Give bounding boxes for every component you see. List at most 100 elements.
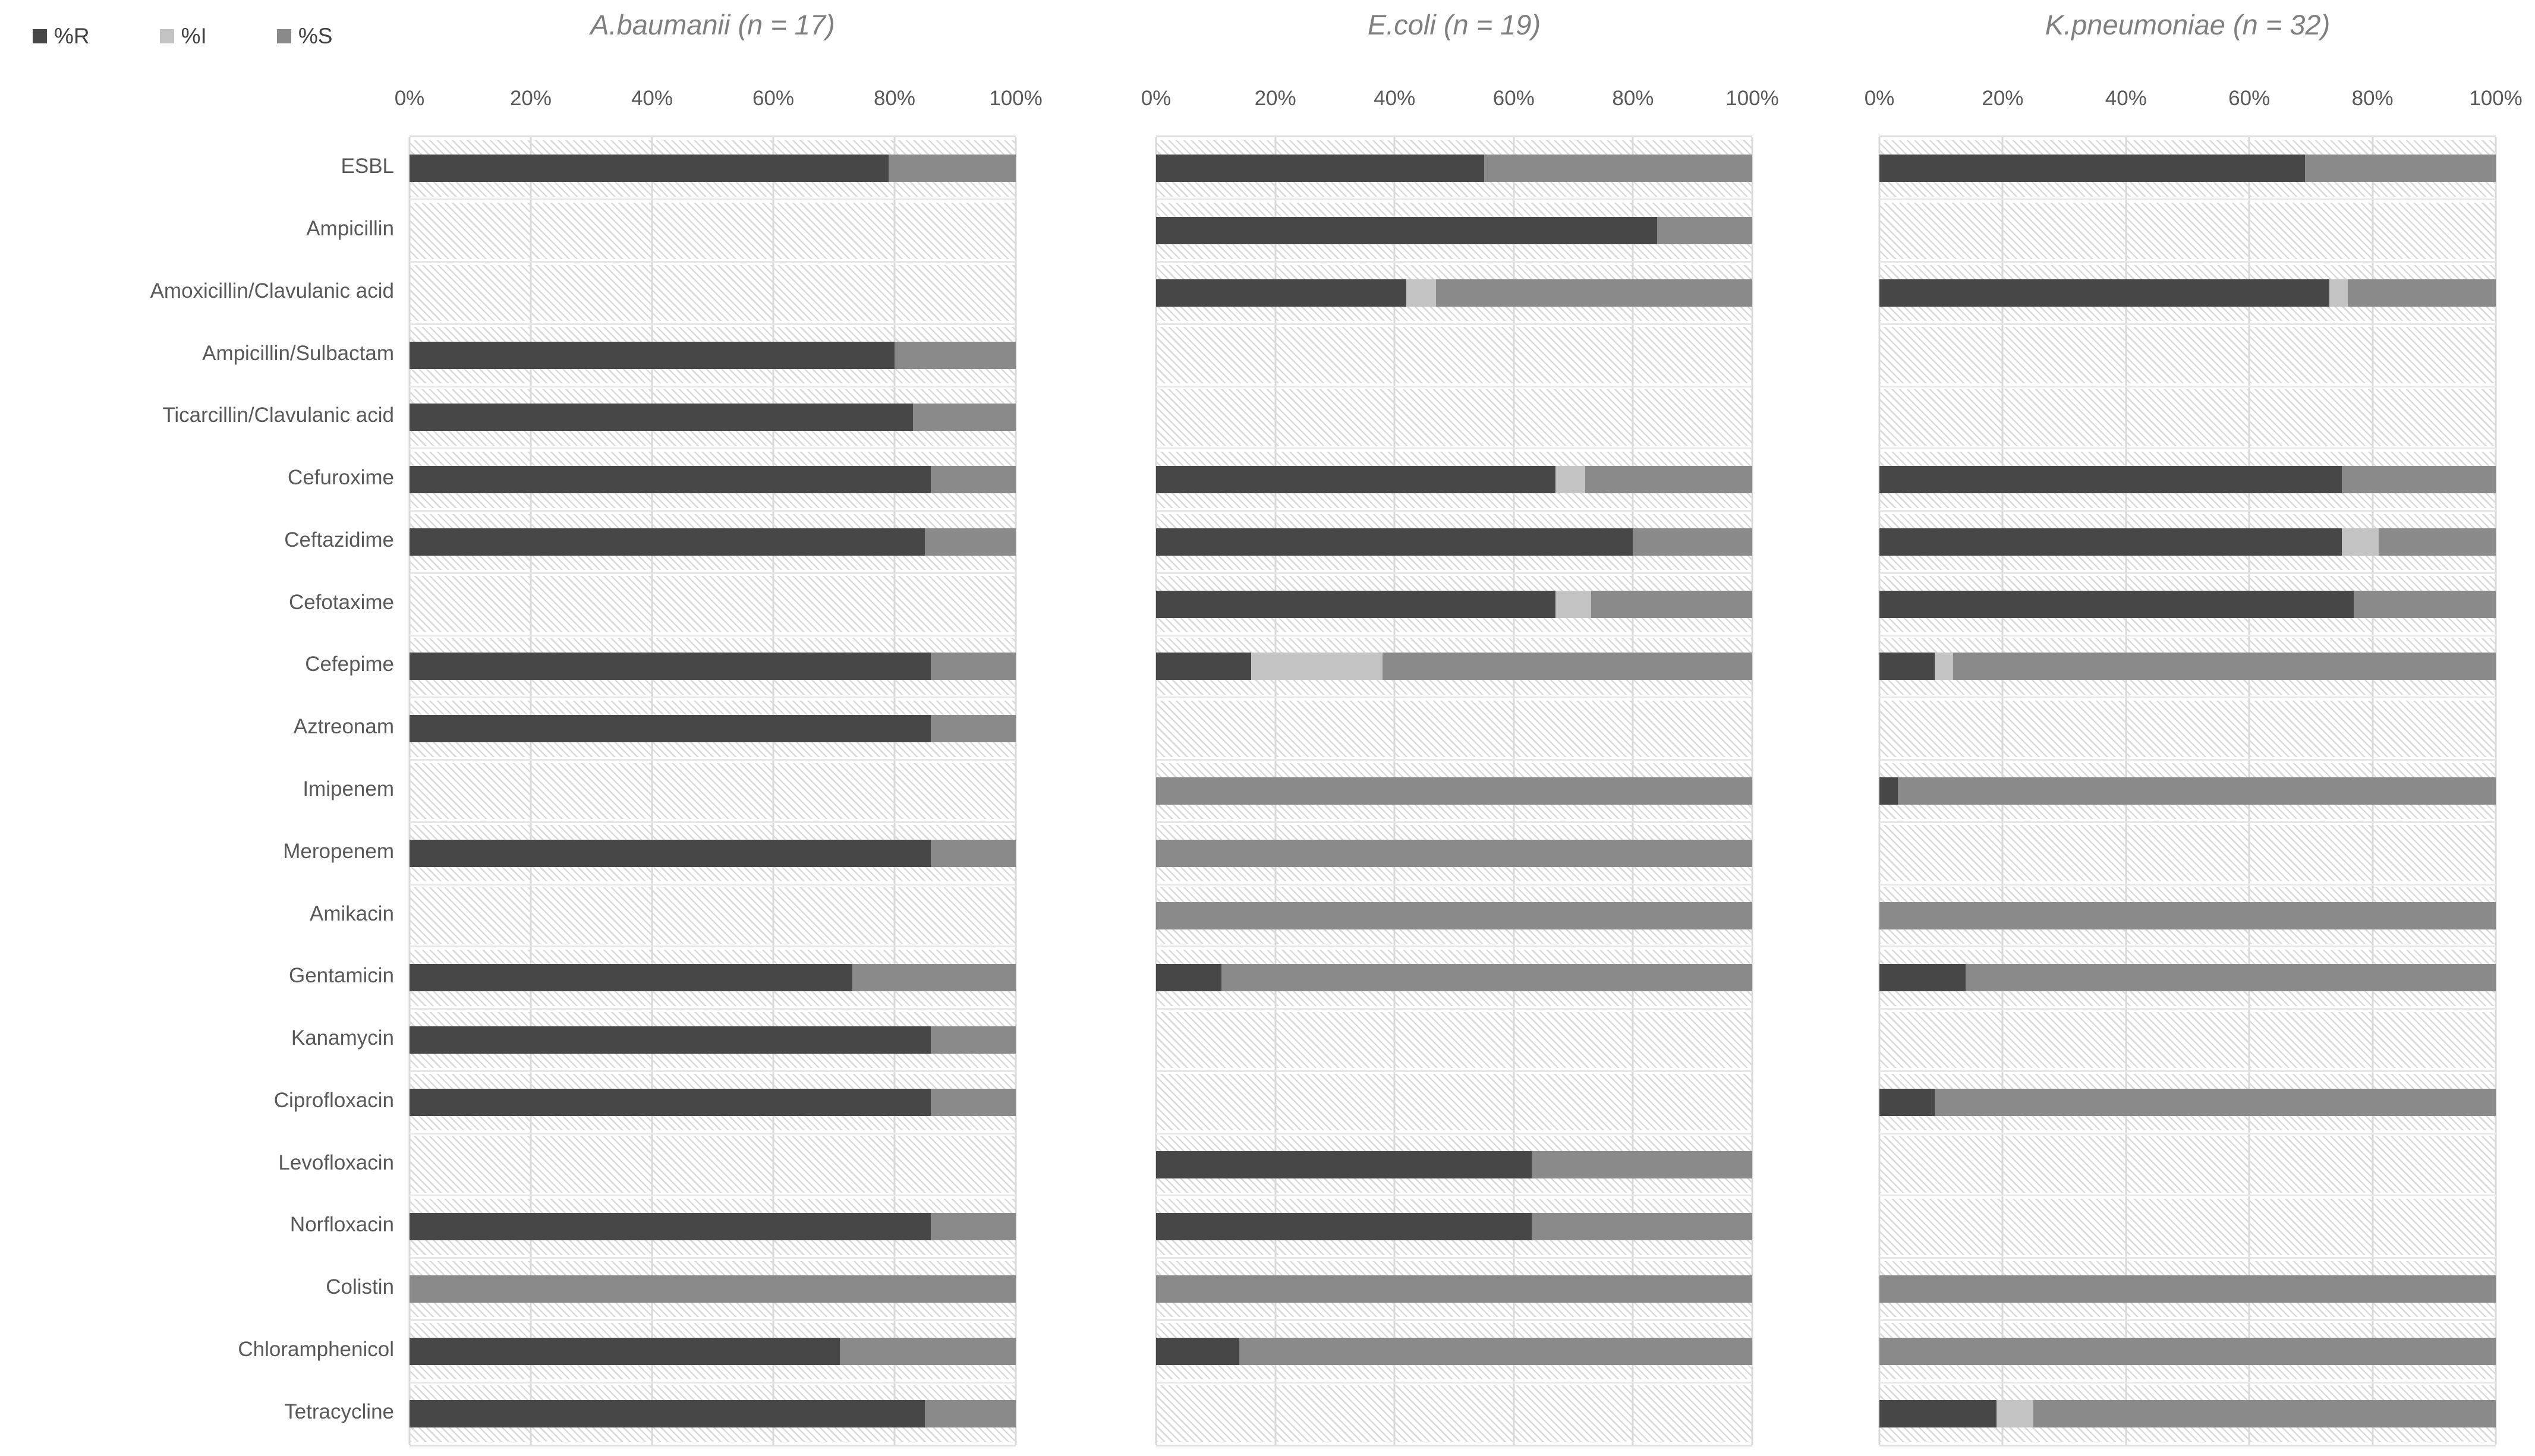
- bar-row: [1156, 198, 1752, 262]
- row-divider: [410, 1070, 1016, 1072]
- bar-segment-s: [1879, 1275, 2496, 1303]
- bar-segment-i: [2329, 279, 2348, 307]
- bar-row: [1879, 510, 2496, 573]
- bar-row: [1879, 1008, 2496, 1071]
- stacked-bar: [1879, 279, 2496, 307]
- stacked-bar: [410, 839, 1016, 867]
- stacked-bar: [1156, 653, 1752, 680]
- stacked-bar: [410, 1026, 1016, 1054]
- category-label: Norfloxacin: [289, 1213, 394, 1237]
- bar-row: [1156, 821, 1752, 884]
- bar-segment-s: [2378, 528, 2496, 556]
- bar-row: [410, 323, 1016, 386]
- bar-segment-i: [1996, 1400, 2034, 1427]
- stacked-bar: [1156, 590, 1752, 618]
- row-divider: [1156, 510, 1752, 512]
- category-label: Kanamycin: [291, 1026, 394, 1050]
- bar-row: [410, 1070, 1016, 1133]
- stacked-bar: [1156, 279, 1752, 307]
- row-divider: [410, 572, 1016, 574]
- stacked-bar: [1879, 1400, 2496, 1427]
- bar-segment-r: [1879, 777, 1898, 805]
- stacked-bar: [410, 1088, 1016, 1116]
- stacked-bar: [1156, 528, 1752, 556]
- bar-segment-r: [1879, 1400, 1997, 1427]
- bar-segment-r: [410, 653, 931, 680]
- row-divider: [1879, 323, 2496, 325]
- bar-row: [1879, 137, 2496, 200]
- no-data-hatch: [1156, 1011, 1752, 1069]
- bar-segment-r: [1879, 466, 2342, 494]
- stacked-bar: [410, 1213, 1016, 1241]
- bar-row: [410, 1008, 1016, 1071]
- no-data-hatch: [1879, 1011, 2496, 1069]
- x-tick-label: 20%: [1982, 87, 2024, 110]
- stacked-bar: [1879, 653, 2496, 680]
- bar-row: [410, 1257, 1016, 1321]
- bar-segment-r: [1156, 590, 1555, 618]
- no-data-hatch: [410, 1136, 1016, 1193]
- bar-row: [410, 1132, 1016, 1196]
- bar-segment-s: [2348, 279, 2496, 307]
- category-label: Tetracycline: [284, 1400, 394, 1423]
- stacked-bar: [1879, 155, 2496, 182]
- bar-row: [410, 261, 1016, 324]
- row-divider: [1156, 1008, 1752, 1010]
- category-label: Meropenem: [283, 839, 394, 863]
- x-tick-label: 20%: [509, 87, 552, 110]
- bar-row: [1879, 697, 2496, 760]
- plot-area: [408, 135, 1017, 1446]
- bar-segment-s: [1156, 839, 1752, 867]
- row-divider: [1879, 883, 2496, 885]
- row-divider: [1156, 1195, 1752, 1197]
- category-label: Ticarcillin/Clavulanic acid: [162, 404, 394, 427]
- bar-row: [1156, 261, 1752, 324]
- panel-title: A.baumanii (n = 17): [590, 9, 835, 40]
- no-data-hatch: [1156, 1074, 1752, 1131]
- bar-row: [1879, 1257, 2496, 1321]
- x-tick-label: 80%: [2351, 87, 2394, 110]
- bar-segment-r: [1879, 590, 2354, 618]
- row-divider: [410, 759, 1016, 761]
- bar-segment-s: [931, 839, 1016, 867]
- bar-segment-s: [1221, 964, 1752, 992]
- bar-segment-s: [1531, 1151, 1752, 1178]
- bar-segment-s: [2304, 155, 2496, 182]
- bar-row: [410, 759, 1016, 822]
- no-data-hatch: [1156, 700, 1752, 757]
- bar-row: [410, 1319, 1016, 1382]
- stacked-bar: [1156, 217, 1752, 245]
- x-tick-label: 0%: [394, 87, 425, 110]
- stacked-bar: [1156, 1337, 1752, 1365]
- category-label: Levofloxacin: [278, 1151, 394, 1174]
- bar-row: [1156, 946, 1752, 1009]
- gridline: [1015, 137, 1017, 1445]
- gridline: [2495, 137, 2497, 1445]
- stacked-bar: [1156, 902, 1752, 929]
- stacked-bar: [410, 341, 1016, 369]
- bar-segment-s: [840, 1337, 1016, 1365]
- bar-row: [1156, 323, 1752, 386]
- x-tick-label: 40%: [2105, 87, 2147, 110]
- bar-segment-r: [410, 715, 931, 743]
- bar-segment-r: [1156, 155, 1484, 182]
- row-divider: [410, 261, 1016, 263]
- x-tick-label: 100%: [989, 87, 1043, 110]
- bar-segment-r: [1156, 964, 1222, 992]
- bar-row: [410, 946, 1016, 1009]
- bar-row: [410, 447, 1016, 511]
- row-divider: [1879, 572, 2496, 574]
- row-divider: [410, 1381, 1016, 1383]
- bar-segment-r: [410, 528, 925, 556]
- row-divider: [1156, 759, 1752, 761]
- row-divider: [1156, 572, 1752, 574]
- row-divider: [1156, 821, 1752, 823]
- bar-segment-r: [1156, 653, 1252, 680]
- category-label: Colistin: [326, 1275, 394, 1299]
- x-tick-label: 60%: [752, 87, 795, 110]
- chart-legend: %R %I %S: [33, 24, 332, 49]
- plot-area: [1878, 135, 2497, 1446]
- bar-segment-s: [1879, 902, 2496, 929]
- bar-segment-r: [1879, 653, 1935, 680]
- bar-row: [1879, 447, 2496, 511]
